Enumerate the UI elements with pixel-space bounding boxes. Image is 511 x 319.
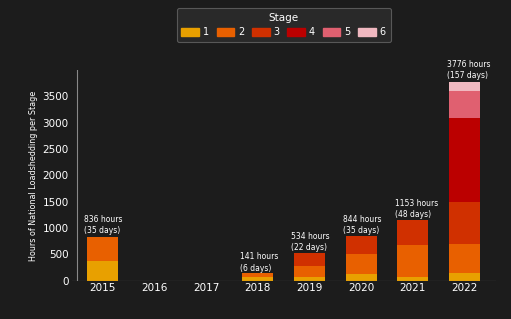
Text: 1153 hours
(48 days): 1153 hours (48 days) (395, 199, 438, 219)
Bar (449, 244, 480, 273)
Bar (294, 253, 325, 266)
Bar (345, 274, 377, 281)
Bar (449, 117, 480, 202)
Bar (345, 255, 377, 274)
Legend: 1, 2, 3, 4, 5, 6: 1, 2, 3, 4, 5, 6 (177, 8, 390, 42)
Bar (242, 277, 273, 281)
Bar (87, 237, 118, 261)
Bar (398, 245, 428, 277)
Bar (398, 277, 428, 281)
Y-axis label: Hours of National Loadshedding per Stage: Hours of National Loadshedding per Stage (29, 90, 38, 261)
Bar (449, 273, 480, 281)
Bar (345, 236, 377, 255)
Bar (398, 220, 428, 245)
Bar (449, 202, 480, 244)
Bar (449, 91, 480, 117)
Text: 844 hours
(35 days): 844 hours (35 days) (343, 215, 382, 235)
Text: 141 hours
(6 days): 141 hours (6 days) (240, 252, 278, 272)
Bar (449, 82, 480, 91)
Bar (294, 277, 325, 281)
Bar (294, 266, 325, 277)
Text: 534 hours
(22 days): 534 hours (22 days) (291, 232, 330, 252)
Text: 3776 hours
(157 days): 3776 hours (157 days) (447, 60, 490, 80)
Bar (87, 261, 118, 281)
Bar (242, 273, 273, 277)
Text: 836 hours
(35 days): 836 hours (35 days) (84, 215, 123, 235)
